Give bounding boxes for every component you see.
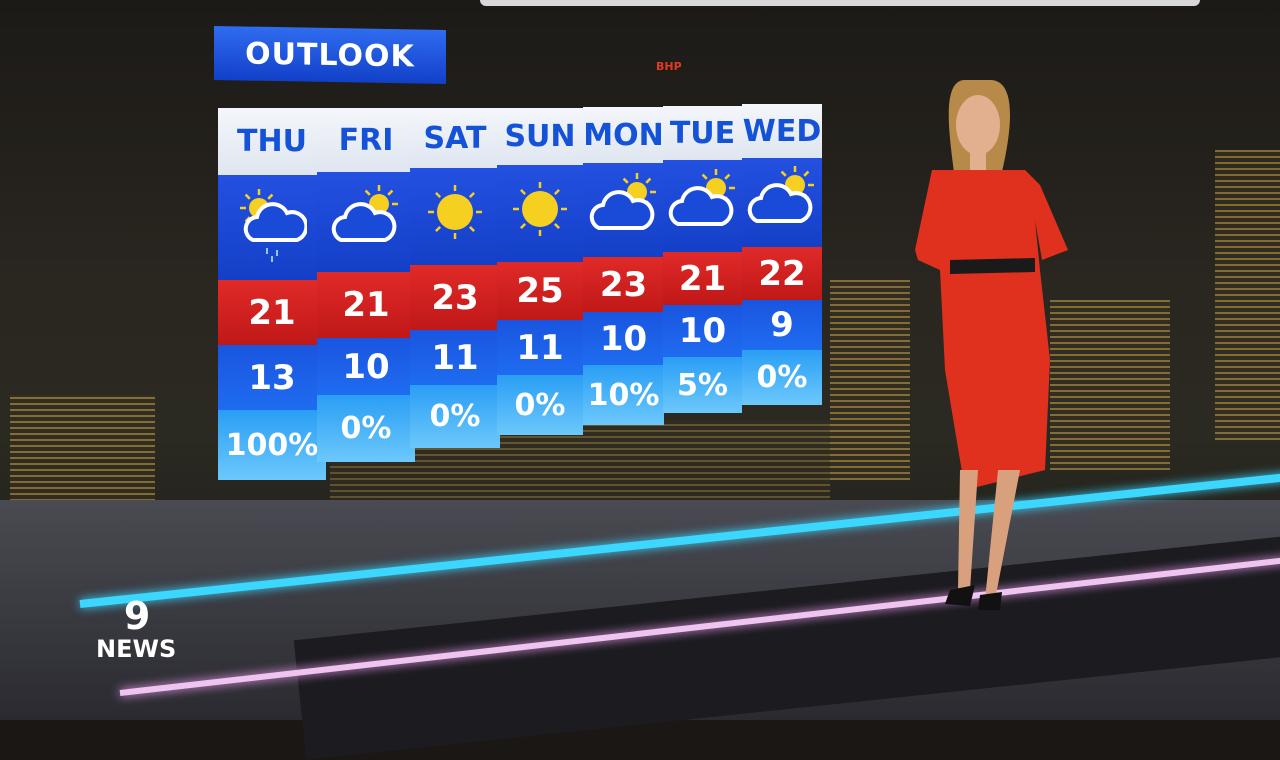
min-temp: 9 bbox=[742, 300, 822, 350]
forecast-day-thu: THU 21 13 100% bbox=[218, 108, 326, 480]
min-temp: 11 bbox=[497, 320, 583, 375]
rain-chance: 100% bbox=[218, 410, 326, 480]
rain-chance: 0% bbox=[317, 395, 415, 462]
rain-chance: 0% bbox=[410, 385, 500, 448]
forecast-day-tue: TUE 21 10 5% bbox=[663, 106, 742, 413]
day-label: SAT bbox=[410, 108, 500, 168]
min-temp: 11 bbox=[410, 330, 500, 385]
day-label: THU bbox=[218, 108, 326, 175]
screen-edge bbox=[480, 0, 1200, 6]
forecast-day-mon: MON 23 10 10% bbox=[583, 107, 664, 425]
rain-chance: 10% bbox=[583, 365, 664, 425]
day-label: SUN bbox=[497, 108, 583, 165]
max-temp: 21 bbox=[317, 272, 415, 338]
cloud-sun-icon bbox=[663, 160, 742, 252]
max-temp: 21 bbox=[218, 280, 326, 345]
forecast-day-sun: SUN 25 11 0% bbox=[497, 108, 583, 435]
news-logo-text: NEWS bbox=[96, 635, 177, 663]
nine-logo-mark: 9 bbox=[123, 594, 150, 638]
outlook-title: OUTLOOK bbox=[214, 25, 446, 85]
sun-icon bbox=[410, 168, 500, 265]
cloud-sun-icon bbox=[583, 163, 664, 257]
min-temp: 10 bbox=[583, 312, 664, 365]
city-building bbox=[830, 280, 910, 480]
day-label: TUE bbox=[663, 106, 742, 160]
city-building bbox=[1050, 300, 1170, 470]
presenter bbox=[915, 80, 1068, 610]
max-temp: 25 bbox=[497, 262, 583, 320]
forecast-day-sat: SAT 23 11 0% bbox=[410, 108, 500, 448]
max-temp: 22 bbox=[742, 247, 822, 300]
forecast-day-fri: FRI 21 10 0% bbox=[317, 108, 415, 462]
cloud-sun-icon bbox=[742, 158, 822, 247]
max-temp: 23 bbox=[410, 265, 500, 330]
nine-news-logo: 9 NEWS bbox=[96, 596, 176, 662]
cloud-sun-icon bbox=[317, 172, 415, 272]
forecast-day-wed: WED 22 9 0% bbox=[742, 104, 822, 405]
day-label: WED bbox=[742, 104, 822, 158]
city-building bbox=[1215, 150, 1280, 440]
day-label: FRI bbox=[317, 108, 415, 172]
rain-chance: 5% bbox=[663, 357, 742, 413]
min-temp: 13 bbox=[218, 345, 326, 410]
bhp-sign: BHP bbox=[656, 60, 682, 73]
rain-chance: 0% bbox=[497, 375, 583, 435]
rain-chance: 0% bbox=[742, 350, 822, 405]
min-temp: 10 bbox=[317, 338, 415, 395]
max-temp: 23 bbox=[583, 257, 664, 312]
sun-icon bbox=[497, 165, 583, 262]
sun-cloud-rain-icon bbox=[218, 175, 326, 280]
min-temp: 10 bbox=[663, 305, 742, 357]
max-temp: 21 bbox=[663, 252, 742, 305]
day-label: MON bbox=[583, 107, 664, 163]
